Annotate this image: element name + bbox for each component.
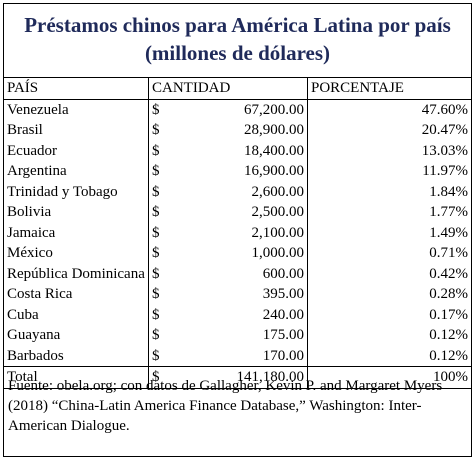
cell-percent: 0.12% (429, 347, 468, 364)
cell-amount: 2,100.00 (173, 222, 308, 243)
cell-currency: $ (152, 327, 160, 344)
total-row: Total $ 141,180.00 100% (4, 366, 471, 389)
cell-percent: 1.77% (429, 204, 468, 221)
cell-percent: 0.12% (429, 327, 468, 344)
cell-currency: $ (152, 183, 160, 200)
table-body: Venezuela $67,200.00 47.60% Brasil $28,900.0… (4, 99, 471, 367)
cell-amount: 16,900.00 (173, 161, 308, 182)
cell-amount: 2,600.00 (173, 181, 308, 202)
cell-country: República Dominicana (4, 263, 149, 284)
cell-country: Brasil (4, 120, 149, 141)
table-row: Cuba $240.00 0.17% (4, 304, 471, 325)
cell-currency: $ (152, 347, 160, 364)
cell-amount: 395.00 (173, 284, 308, 305)
loans-table: PAÍS CANTIDAD PORCENTAJE Venezuela $67,20… (4, 77, 471, 389)
cell-amount: 67,200.00 (173, 99, 308, 120)
cell-country: Jamaica (4, 222, 149, 243)
cell-percent: 11.97% (422, 163, 468, 180)
cell-currency: $ (152, 142, 160, 159)
cell-currency: $ (152, 163, 160, 180)
cell-percent: 0.17% (429, 306, 468, 323)
cell-percent: 0.71% (429, 245, 468, 262)
title-line-2: (millones de dólares) (144, 41, 331, 65)
table-title: Préstamos chinos para América Latina por… (4, 4, 471, 74)
total-percent: 100% (307, 366, 471, 389)
cell-country: Cuba (4, 304, 149, 325)
cell-country: Guayana (4, 325, 149, 346)
cell-percent: 20.47% (421, 122, 468, 139)
cell-percent: 47.60% (421, 101, 468, 118)
table-frame: Préstamos chinos para América Latina por… (3, 3, 472, 457)
cell-currency: $ (152, 122, 160, 139)
cell-amount: 600.00 (173, 263, 308, 284)
cell-percent: 13.03% (421, 142, 468, 159)
table-row: Costa Rica $395.00 0.28% (4, 284, 471, 305)
cell-amount: 2,500.00 (173, 202, 308, 223)
title-line-1: Préstamos chinos para América Latina por… (24, 13, 451, 37)
cell-country: Trinidad y Tobago (4, 181, 149, 202)
header-percent: PORCENTAJE (307, 77, 471, 100)
total-currency: $ (148, 366, 173, 389)
table-row: República Dominicana $600.00 0.42% (4, 263, 471, 284)
table-row: Trinidad y Tobago $2,600.00 1.84% (4, 181, 471, 202)
cell-country: Ecuador (4, 140, 149, 161)
cell-country: Costa Rica (4, 284, 149, 305)
cell-country: Venezuela (4, 99, 149, 120)
table-row: México $1,000.00 0.71% (4, 243, 471, 264)
table-row: Venezuela $67,200.00 47.60% (4, 99, 471, 120)
cell-percent: 1.49% (429, 224, 468, 241)
table-row: Ecuador $18,400.00 13.03% (4, 140, 471, 161)
table-row: Bolivia $2,500.00 1.77% (4, 202, 471, 223)
total-amount: 141,180.00 (173, 366, 308, 389)
cell-currency: $ (152, 306, 160, 323)
cell-currency: $ (152, 265, 160, 282)
header-country: PAÍS (4, 77, 149, 100)
cell-amount: 18,400.00 (173, 140, 308, 161)
cell-country: Barbados (4, 345, 149, 367)
cell-country: Bolivia (4, 202, 149, 223)
cell-amount: 170.00 (173, 345, 308, 367)
source-note: Fuente: obela.org; con datos de Gallaghe… (8, 378, 443, 434)
cell-amount: 1,000.00 (173, 243, 308, 264)
table-row: Argentina $16,900.00 11.97% (4, 161, 471, 182)
cell-amount: 28,900.00 (173, 120, 308, 141)
table-row: Brasil $28,900.00 20.47% (4, 120, 471, 141)
header-amount: CANTIDAD (148, 77, 308, 100)
cell-amount: 240.00 (173, 304, 308, 325)
cell-currency: $ (152, 224, 160, 241)
total-label: Total (4, 366, 149, 389)
cell-percent: 0.42% (429, 265, 468, 282)
cell-currency: $ (152, 245, 160, 262)
cell-country: Argentina (4, 161, 149, 182)
table-row: Jamaica $2,100.00 1.49% (4, 222, 471, 243)
cell-amount: 175.00 (173, 325, 308, 346)
cell-percent: 1.84% (429, 183, 468, 200)
cell-currency: $ (152, 101, 160, 118)
cell-country: México (4, 243, 149, 264)
table-row: Barbados $170.00 0.12% (4, 345, 471, 367)
cell-currency: $ (152, 286, 160, 303)
cell-currency: $ (152, 204, 160, 221)
header-row: PAÍS CANTIDAD PORCENTAJE (4, 77, 471, 100)
table-row: Guayana $175.00 0.12% (4, 325, 471, 346)
cell-percent: 0.28% (429, 286, 468, 303)
